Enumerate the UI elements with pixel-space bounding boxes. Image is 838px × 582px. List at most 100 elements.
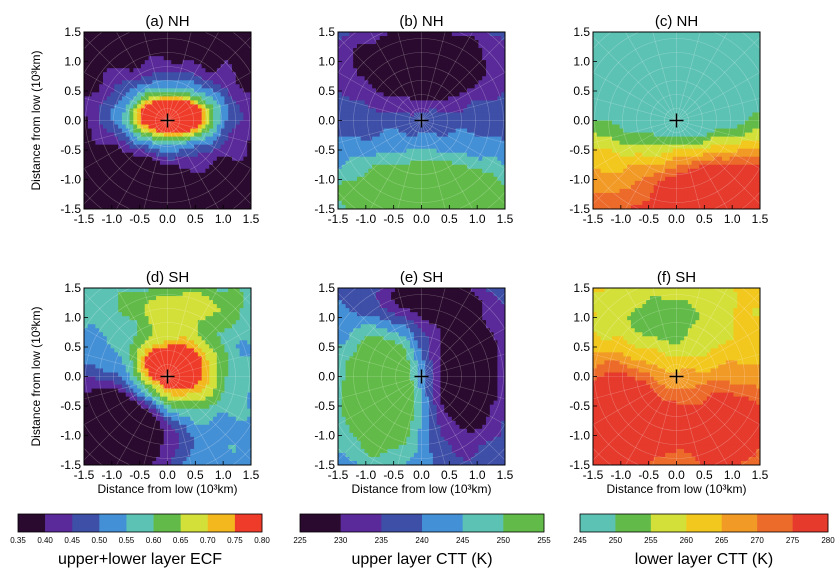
contour-field (338, 32, 505, 209)
polar-grid (338, 288, 505, 465)
colorbar-swatch (503, 514, 545, 532)
y-tick-label: 0.0 (318, 114, 335, 128)
colorbar-swatch (757, 514, 793, 532)
colorbar-tick-label: 0.35 (10, 536, 26, 545)
contour-field (338, 288, 505, 465)
y-tick-label: -0.5 (60, 399, 81, 413)
y-tick-label: -0.5 (314, 143, 335, 157)
colorbar-3: 245 250 255 260 265 270 275 280 lower layer CTT … (573, 513, 835, 568)
low-center-marker (669, 113, 684, 128)
polar-grid (593, 288, 760, 465)
x-tick-label: -1.5 (74, 468, 95, 482)
colorbar-swatch (126, 514, 154, 532)
low-center-marker (160, 113, 175, 128)
colorbar-swatch (234, 514, 263, 532)
x-tick-label: 1.0 (469, 212, 486, 226)
panel-title: (a) NH (145, 13, 189, 30)
x-tick-label: 0.5 (696, 212, 713, 226)
colorbar-tick-label: 245 (573, 536, 587, 545)
panel-title: (f) SH (657, 269, 696, 286)
panel-title: (b) NH (399, 13, 443, 30)
colorbar-tick-label: 255 (537, 536, 551, 545)
colorbar-swatch (340, 514, 382, 532)
y-tick-label: -1.5 (314, 458, 335, 472)
colorbar-tick-label: 0.65 (173, 536, 189, 545)
colorbar-swatch (650, 514, 687, 532)
y-tick-label: -0.5 (314, 399, 335, 413)
colorbar-tick-label: 260 (680, 536, 694, 545)
x-tick-label: -1.5 (328, 468, 349, 482)
y-tick-label: 1.0 (573, 311, 590, 325)
colorbar-swatch (72, 514, 100, 532)
x-tick-label: 1.5 (243, 212, 260, 226)
colorbar-swatch (381, 514, 423, 532)
colorbar-tick-label: 0.40 (37, 536, 53, 545)
x-tick-label: 1.5 (243, 468, 260, 482)
x-tick-label: 0.0 (668, 468, 685, 482)
colorbar-tick-label: 235 (375, 536, 389, 545)
colorbar-swatch (686, 514, 723, 532)
low-center-marker (414, 113, 429, 128)
y-tick-label: 1.0 (318, 311, 335, 325)
colorbar-tick-label: 230 (334, 536, 348, 545)
panel-title: (d) SH (146, 269, 189, 286)
y-tick-label: -1.0 (314, 429, 335, 443)
panel-title: (c) NH (655, 13, 698, 30)
x-tick-label: -1.5 (583, 468, 604, 482)
y-tick-label: 1.5 (64, 281, 81, 295)
contour-field (84, 32, 251, 209)
panel-f: (f) SH -1.5 -1.0 -0.5 0.0 0.5 1.0 1.5 1.5 1.0 0.5 0… (569, 269, 769, 496)
colorbar-tick-label: 225 (293, 536, 307, 545)
polar-grid (84, 288, 251, 465)
colorbar-swatch (300, 514, 341, 532)
panel-e: (e) SH -1.5 -1.0 -0.5 0.0 0.5 1.0 1.5 1.5 1.0 0.5 0… (314, 269, 513, 496)
y-tick-label: -1.0 (314, 173, 335, 187)
colorbar-swatch (180, 514, 209, 532)
colorbar-tick-label: 270 (750, 536, 764, 545)
x-tick-label: -1.5 (328, 212, 349, 226)
colorbar-swatch (462, 514, 504, 532)
x-tick-label: 0.5 (187, 212, 204, 226)
y-tick-label: 1.5 (573, 25, 590, 39)
panel-d: (d) SH -1.5 -1.0 -0.5 0.0 0.5 1.0 1.5 1.5 1.0 0.5 0… (29, 269, 260, 496)
x-tick-label: 1.5 (752, 468, 769, 482)
x-tick-label: 0.0 (413, 212, 430, 226)
x-tick-label: -1.0 (610, 212, 631, 226)
y-tick-label: 1.0 (318, 55, 335, 69)
y-tick-label: -1.5 (314, 202, 335, 216)
y-tick-label: -1.5 (60, 202, 81, 216)
colorbar-swatch (792, 514, 829, 532)
x-axis-label: Distance from low (10³km) (351, 482, 491, 496)
y-tick-label: 0.5 (573, 84, 590, 98)
colorbar-title: upper+lower layer ECF (58, 551, 222, 568)
x-tick-label: 1.5 (752, 212, 769, 226)
contour-field (84, 288, 251, 465)
colorbar-tick-label: 0.60 (146, 536, 162, 545)
x-tick-label: 1.0 (215, 468, 232, 482)
x-axis-label: Distance from low (10³km) (97, 482, 237, 496)
colorbar-tick-label: 250 (497, 536, 511, 545)
colorbar-1: 0.35 0.40 0.45 0.50 0.55 0.60 0.65 0.70 0.75 0.80… (10, 513, 270, 568)
x-tick-label: -0.5 (638, 212, 659, 226)
colorbar-swatch (99, 514, 127, 532)
colorbar-title: upper layer CTT (K) (351, 551, 492, 568)
colorbar-swatch (721, 514, 758, 532)
y-tick-label: 1.0 (64, 311, 81, 325)
y-tick-label: 0.0 (318, 370, 335, 384)
y-tick-label: 1.5 (64, 25, 81, 39)
y-tick-label: -1.0 (569, 429, 590, 443)
colorbars-group: 0.35 0.40 0.45 0.50 0.55 0.60 0.65 0.70 0.75 0.80… (10, 513, 835, 568)
colorbar-2: 225 230 235 240 245 250 255 upper layer CTT (K) (293, 513, 551, 568)
y-tick-label: -1.0 (569, 173, 590, 187)
panel-title: (e) SH (400, 269, 443, 286)
low-center-marker (669, 369, 684, 384)
y-tick-label: -1.5 (569, 202, 590, 216)
panels-group: (a) NH -1.5 -1.0 -0.5 0.0 0.5 1.0 1.5 1.5 1.0 0.5 0… (29, 13, 769, 496)
colorbar-swatch (422, 514, 463, 532)
colorbar-swatch (580, 514, 616, 532)
y-tick-label: 0.5 (573, 340, 590, 354)
y-tick-label: 0.0 (64, 370, 81, 384)
x-tick-label: -0.5 (383, 212, 404, 226)
colorbar-tick-label: 250 (609, 536, 623, 545)
